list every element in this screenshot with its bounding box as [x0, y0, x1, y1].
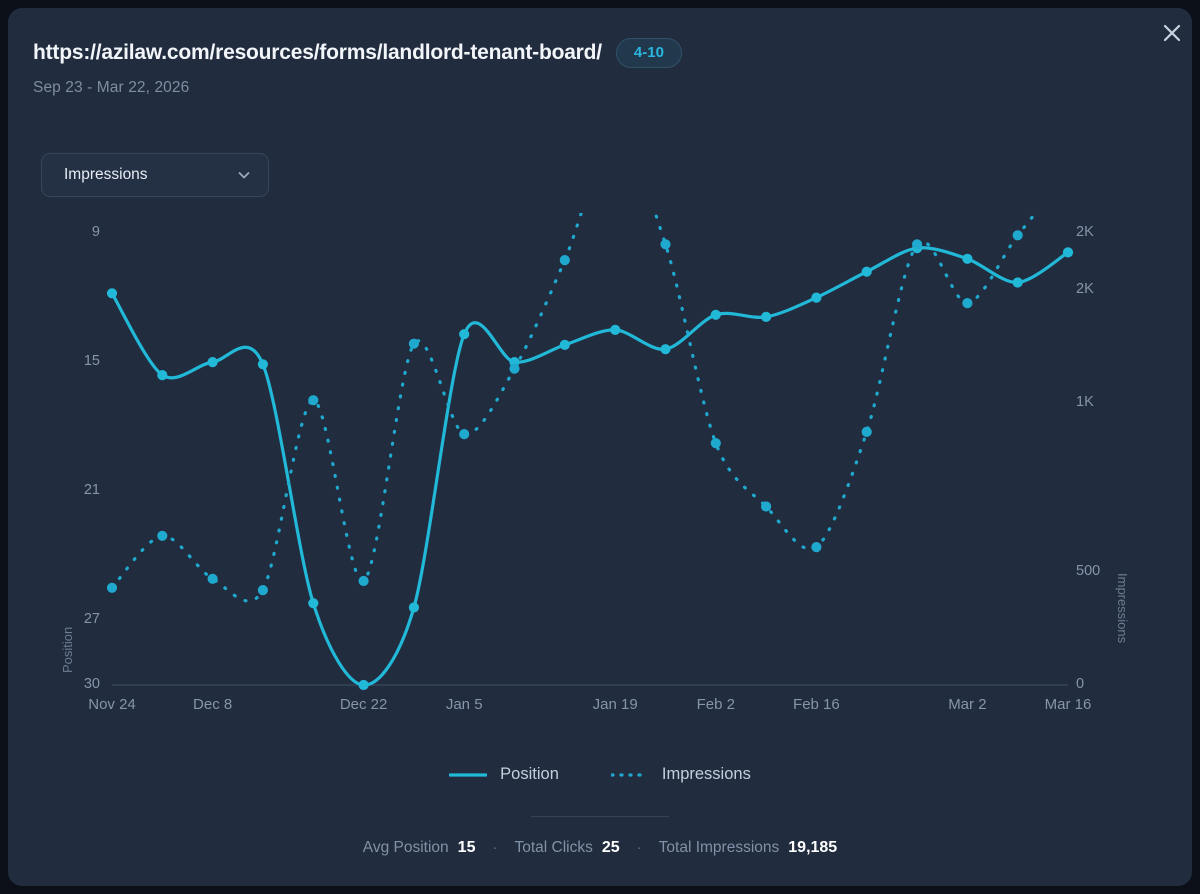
x-axis-tick: Jan 19 — [592, 696, 638, 713]
y-axis-right-tick: 2K — [1076, 280, 1094, 297]
y-axis-left-title: Position — [60, 626, 75, 673]
position-line — [110, 246, 1070, 687]
impressions-line — [110, 213, 1038, 603]
date-range: Sep 23 - Mar 22, 2026 — [33, 79, 190, 96]
position-point[interactable] — [257, 359, 268, 370]
y-axis-right-tick: 1K — [1076, 393, 1094, 410]
impressions-point[interactable] — [308, 395, 319, 406]
close-icon — [1163, 24, 1181, 42]
y-axis-left-tick: 21 — [83, 482, 100, 499]
stat-separator: · — [636, 839, 642, 856]
metric-dropdown[interactable]: Impressions — [41, 153, 269, 197]
x-axis-tick: Jan 5 — [445, 696, 483, 713]
metric-dropdown-value: Impressions — [64, 166, 148, 183]
impressions-point[interactable] — [710, 438, 721, 449]
y-axis-right-title: Impressions — [1115, 573, 1130, 644]
impressions-point[interactable] — [912, 239, 923, 250]
stat-label: Avg Position — [362, 839, 449, 856]
stat-label: Total Impressions — [658, 839, 780, 856]
impressions-point[interactable] — [861, 426, 872, 437]
impressions-point[interactable] — [660, 239, 671, 250]
y-axis-left-tick: 30 — [83, 676, 100, 692]
analytics-modal: https://azilaw.com/resources/forms/landl… — [8, 8, 1192, 886]
x-axis-tick: Nov 24 — [88, 696, 136, 713]
solid-line-icon — [449, 772, 488, 777]
chart-area: 9 15 21 27 30 2K 2K 1K 500 0 Nov 24 Dec 8 Dec 22 Ja… — [8, 213, 1192, 733]
impressions-point[interactable] — [962, 298, 973, 309]
dotted-line-icon — [610, 772, 649, 777]
y-axis-right-tick: 2K — [1076, 224, 1094, 240]
stat-item: Total Clicks 25 — [514, 839, 619, 857]
position-point[interactable] — [861, 266, 872, 277]
position-point[interactable] — [559, 339, 570, 350]
stat-label: Total Clicks — [514, 839, 593, 856]
stat-item: Total Impressions 19,185 — [659, 839, 838, 857]
modal-header: https://azilaw.com/resources/forms/landl… — [33, 38, 1167, 97]
position-point[interactable] — [358, 679, 369, 691]
chart-legend: Position Impressions — [8, 765, 1192, 784]
y-axis-right-tick: 0 — [1076, 676, 1085, 692]
legend-label: Impressions — [661, 765, 751, 783]
position-point[interactable] — [710, 309, 721, 320]
x-axis-tick: Feb 16 — [793, 696, 840, 713]
legend-label: Position — [500, 765, 559, 783]
title-row: https://azilaw.com/resources/forms/landl… — [33, 38, 1167, 68]
position-point[interactable] — [308, 598, 319, 609]
position-point[interactable] — [1012, 277, 1023, 288]
y-axis-left-tick: 15 — [83, 353, 100, 370]
chart-plot — [106, 213, 1074, 691]
stat-value: 25 — [601, 839, 620, 856]
position-point[interactable] — [962, 253, 973, 264]
impressions-point[interactable] — [207, 573, 218, 584]
impressions-point[interactable] — [509, 363, 520, 374]
impressions-point[interactable] — [106, 582, 118, 593]
x-axis-tick: Mar 16 — [1044, 696, 1092, 713]
close-button[interactable] — [1155, 16, 1189, 50]
impressions-point[interactable] — [1012, 230, 1023, 241]
position-point[interactable] — [207, 357, 218, 368]
legend-item-position[interactable]: Position — [449, 765, 559, 784]
position-point[interactable] — [459, 329, 470, 340]
impressions-point[interactable] — [358, 575, 369, 587]
position-point[interactable] — [610, 324, 621, 335]
impressions-point[interactable] — [811, 542, 822, 553]
impressions-point[interactable] — [257, 585, 268, 596]
position-point[interactable] — [106, 288, 118, 299]
y-axis-left-tick: 9 — [91, 224, 100, 240]
y-axis-right-tick: 500 — [1076, 563, 1101, 579]
position-point[interactable] — [408, 602, 419, 613]
x-axis-tick: Feb 2 — [696, 696, 735, 713]
impressions-point[interactable] — [157, 530, 168, 541]
page-title: https://azilaw.com/resources/forms/landl… — [33, 41, 602, 64]
stat-value: 19,185 — [788, 839, 838, 856]
stat-item: Avg Position 15 — [363, 839, 476, 857]
summary-stats: Avg Position 15 · Total Clicks 25 · Total Impr… — [8, 839, 1192, 857]
position-point[interactable] — [1062, 247, 1074, 258]
position-point[interactable] — [157, 370, 168, 381]
legend-item-impressions[interactable]: Impressions — [610, 765, 751, 784]
impressions-point[interactable] — [459, 429, 470, 440]
chevron-down-icon — [238, 172, 250, 179]
position-point[interactable] — [761, 311, 772, 322]
x-axis-tick: Dec 22 — [339, 696, 388, 713]
impressions-point[interactable] — [408, 338, 419, 349]
x-axis-tick: Mar 2 — [948, 696, 987, 713]
stat-value: 15 — [457, 839, 476, 856]
footer-divider — [531, 816, 669, 817]
position-points — [106, 243, 1074, 691]
position-point[interactable] — [811, 292, 822, 303]
rank-badge: 4-10 — [615, 38, 682, 68]
stat-separator: · — [492, 839, 498, 856]
y-axis-left-tick: 27 — [83, 611, 100, 628]
impressions-points — [106, 230, 1023, 596]
position-point[interactable] — [660, 344, 671, 355]
impressions-point[interactable] — [559, 255, 570, 266]
x-axis-tick: Dec 8 — [193, 696, 233, 713]
impressions-point[interactable] — [761, 501, 772, 512]
